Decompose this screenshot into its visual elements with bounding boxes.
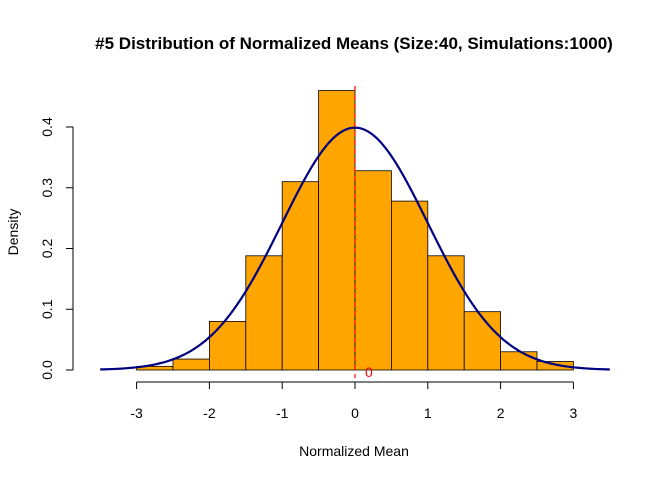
histogram-bar (427, 255, 465, 371)
reference-line-label: 0 (365, 364, 373, 380)
histogram-bar (318, 90, 356, 371)
histogram-bar (208, 320, 247, 371)
x-tick-label: -2 (203, 405, 216, 421)
histogram-bar (172, 358, 210, 371)
chart-title: #5 Distribution of Normalized Means (Siz… (95, 34, 613, 53)
curve-group (100, 126, 610, 371)
histogram-bar (354, 170, 392, 371)
y-tick-label: 0.0 (39, 360, 55, 380)
y-tick-label: 0.3 (39, 178, 55, 198)
histogram-bar (500, 351, 538, 371)
x-axis: -3 -2 -1 0 1 2 3 (130, 381, 578, 421)
y-tick-label: 0.4 (39, 117, 55, 137)
x-tick-label: -1 (276, 405, 289, 421)
y-axis: 0.0 0.1 0.2 0.3 0.4 (39, 117, 74, 380)
histogram-bar (463, 311, 502, 371)
y-axis-label: Density (5, 209, 21, 256)
x-tick-label: -3 (130, 405, 143, 421)
x-tick-label: 0 (351, 405, 359, 421)
y-tick-label: 0.1 (39, 299, 55, 319)
x-axis-label: Normalized Mean (299, 443, 409, 459)
y-tick-label: 0.2 (39, 239, 55, 259)
x-tick-label: 2 (497, 405, 505, 421)
histogram-bar (390, 200, 429, 371)
normal-density-curve (100, 126, 610, 371)
x-tick-label: 1 (424, 405, 432, 421)
reference-line-group: 0 (354, 86, 373, 380)
histogram-bar (245, 255, 283, 371)
x-tick-label: 3 (570, 405, 578, 421)
histogram-bar (536, 361, 574, 371)
